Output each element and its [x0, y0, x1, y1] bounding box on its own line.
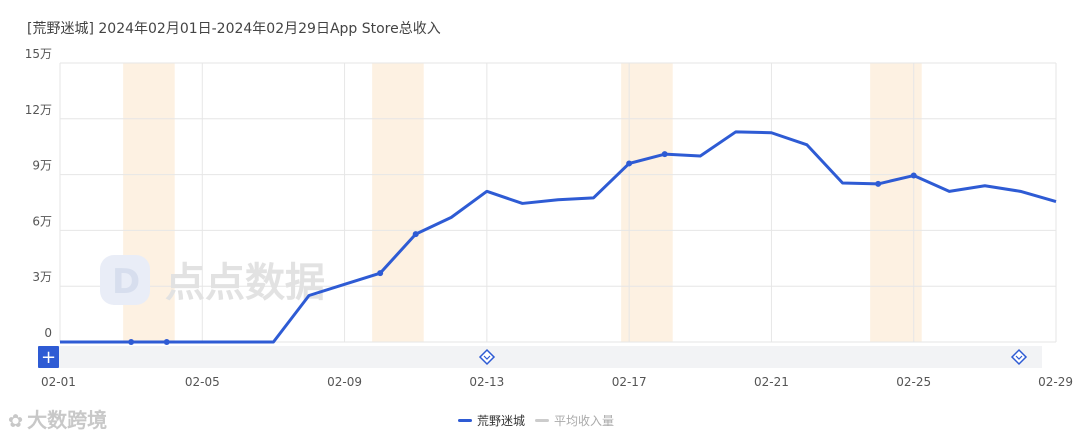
weekend-band — [870, 63, 922, 342]
x-tick-label: 02-21 — [754, 375, 789, 389]
series-lines — [60, 130, 1057, 344]
legend-item-series[interactable]: 荒野迷城 — [458, 412, 525, 429]
x-axis-ticks: 02-01 02-05 02-09 02-13 02-17 02-21 02-25 02-29 — [41, 375, 1073, 389]
slider-handle-end-icon[interactable] — [1010, 348, 1028, 366]
legend-swatch — [535, 419, 550, 422]
data-point — [377, 270, 384, 277]
legend-label: 平均收入量 — [554, 414, 615, 428]
handle-chevron — [1015, 355, 1023, 360]
watermark-brand-icon: ✿ — [8, 411, 24, 432]
y-tick-label: 15万 — [25, 47, 52, 61]
handle-chevron — [483, 355, 491, 360]
x-tick-label: 02-17 — [612, 375, 647, 389]
x-tick-label: 02-01 — [41, 375, 76, 389]
slider-handle-center-icon[interactable] — [478, 348, 496, 366]
y-axis-ticks: 0 3万 6万 9万 12万 15万 — [25, 47, 52, 340]
x-tick-label: 02-05 — [185, 375, 220, 389]
series-line — [60, 130, 1057, 344]
plus-icon: + — [41, 347, 56, 368]
legend-swatch — [458, 419, 472, 422]
series-points — [128, 151, 917, 345]
y-tick-label: 3万 — [32, 270, 52, 284]
x-tick-label: 02-29 — [1038, 375, 1073, 389]
x-tick-label: 02-09 — [327, 375, 362, 389]
range-slider[interactable]: + — [38, 346, 1042, 368]
y-tick-label: 9万 — [32, 159, 52, 173]
svg-text:D: D — [112, 262, 140, 302]
data-point — [128, 339, 135, 345]
bottom-watermark: ✿ 大数跨境 — [8, 408, 108, 432]
chart-title: [荒野迷城] 2024年02月01日-2024年02月29日App Store总… — [27, 21, 441, 37]
data-point — [626, 160, 633, 167]
data-point — [661, 151, 668, 158]
legend-label: 荒野迷城 — [477, 414, 526, 428]
weekend-band — [621, 63, 673, 342]
slider-track — [38, 346, 1042, 368]
center-watermark: 点点数据 — [165, 260, 325, 306]
plus-button — [38, 346, 59, 368]
y-tick-label: 12万 — [25, 103, 52, 117]
watermark-logo-icon: D — [100, 255, 150, 305]
handle-diamond — [1010, 348, 1028, 366]
x-tick-label: 02-25 — [896, 375, 931, 389]
data-point — [875, 180, 882, 187]
legend-item-average[interactable]: 平均收入量 — [535, 412, 614, 429]
weekend-bands — [123, 63, 922, 342]
data-point — [910, 172, 917, 179]
y-tick-label: 6万 — [32, 214, 52, 228]
handle-diamond — [478, 348, 496, 366]
data-point — [163, 339, 170, 345]
weekend-band — [372, 63, 424, 342]
data-point — [412, 231, 419, 238]
y-tick-label: 0 — [44, 326, 52, 340]
legend: 荒野迷城 平均收入量 — [458, 412, 624, 429]
x-tick-label: 02-13 — [469, 375, 504, 389]
